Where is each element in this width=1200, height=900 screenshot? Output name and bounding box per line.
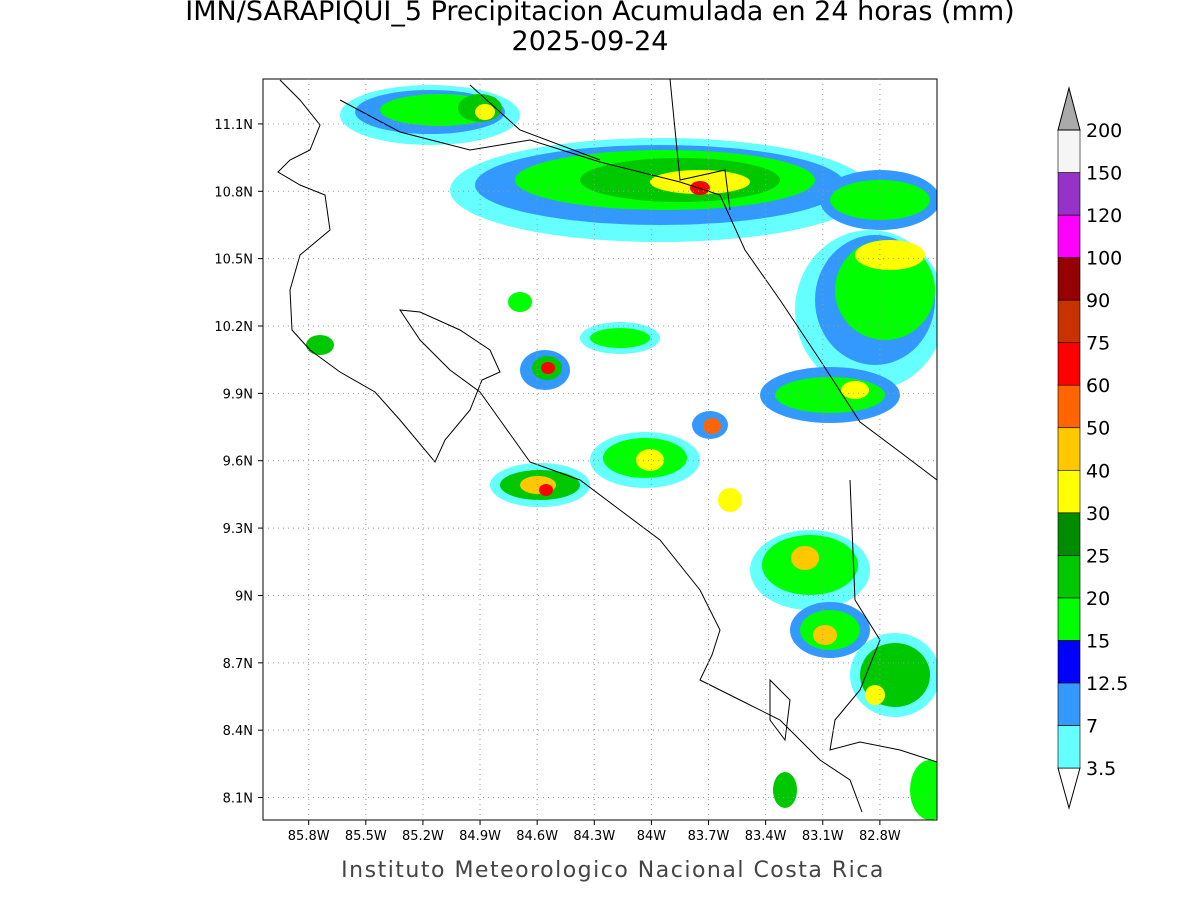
colorbar-label: 75 (1086, 333, 1110, 355)
y-tick-label: 11.1N (214, 118, 253, 133)
colorbar-label: 40 (1086, 460, 1110, 482)
x-tick-label: 85.5W (345, 829, 387, 844)
precip-contour (910, 760, 937, 820)
coast-line (829, 479, 937, 763)
precip-contour (475, 104, 495, 120)
coast-line (339, 99, 937, 481)
colorbar-segment (1057, 555, 1081, 599)
colorbar-label: 20 (1086, 588, 1110, 610)
precip-contour (539, 484, 553, 496)
colorbar-label: 150 (1086, 163, 1122, 185)
colorbar-label: 3.5 (1086, 758, 1116, 780)
colorbar-segment (1057, 257, 1081, 301)
coast-line (769, 678, 791, 742)
x-tick-label: 85.8W (288, 829, 330, 844)
y-tick-label: 8.1N (223, 792, 253, 807)
colorbar-segment (1057, 597, 1081, 641)
precip-contour (306, 335, 334, 355)
coastline (277, 79, 937, 813)
colorbar-label: 15 (1086, 630, 1110, 652)
y-tick-label: 9N (235, 589, 253, 604)
colorbar-label: 200 (1086, 120, 1122, 142)
colorbar-segment (1057, 682, 1081, 726)
title: IMN/SARAPIQUI_5 Precipitacion Acumulada … (185, 0, 1014, 27)
precip-contour (865, 685, 885, 705)
colorbar-segment (1057, 299, 1081, 343)
x-tick-label: 83.4W (745, 829, 787, 844)
precip-contour (813, 625, 837, 645)
colorbar-segment (1057, 427, 1081, 471)
precip-contour (541, 362, 555, 374)
x-tick-label: 84.3W (573, 829, 615, 844)
colorbar-label: 90 (1086, 290, 1110, 312)
colorbar-label: 50 (1086, 418, 1110, 440)
x-tick-label: 85.2W (402, 829, 444, 844)
colorbar-under (1057, 767, 1081, 810)
x-tick-label: 83.1W (802, 829, 844, 844)
footer: Instituto Meteorologico Nacional Costa R… (341, 858, 885, 883)
x-tick-label: 82.8W (859, 829, 901, 844)
precip-contour (636, 449, 664, 471)
colorbar-label: 120 (1086, 205, 1122, 227)
y-tick-label: 10.8N (214, 185, 253, 200)
coast-line (469, 84, 601, 161)
y-tick-label: 9.6N (223, 455, 253, 470)
y-tick-label: 9.9N (223, 387, 253, 402)
colorbar-segment (1057, 172, 1081, 216)
y-tick-label: 10.5N (214, 253, 253, 268)
precip-contour (855, 240, 925, 270)
precip-contour (841, 381, 869, 399)
colorbar-label: 12.5 (1086, 673, 1128, 695)
y-tick-label: 8.7N (223, 657, 253, 672)
precip-contour (791, 546, 819, 570)
precip-contour (773, 772, 797, 808)
colorbar-label: 7 (1086, 715, 1098, 737)
colorbar-segment (1057, 129, 1081, 173)
map-frame (262, 78, 938, 821)
colorbar-segment (1057, 469, 1081, 514)
colorbar-segment (1057, 725, 1081, 769)
colorbar-over (1057, 86, 1081, 131)
colorbar-segment (1057, 512, 1081, 556)
y-tick-label: 9.3N (223, 522, 253, 537)
precip-contour (775, 377, 885, 413)
colorbar-label: 60 (1086, 375, 1110, 397)
colorbar-segment (1057, 342, 1081, 386)
y-tick-label: 8.4N (223, 724, 253, 739)
precip-contour (718, 488, 742, 512)
colorbar-segment (1057, 214, 1081, 258)
x-tick-label: 84W (637, 829, 667, 844)
precip-contour (508, 292, 532, 312)
x-tick-label: 84.6W (516, 829, 558, 844)
precip-contour (703, 418, 721, 434)
precipitation-field (306, 85, 937, 820)
y-tick-label: 10.2N (214, 320, 253, 335)
precip-contour (590, 328, 650, 348)
coast-line (277, 79, 863, 813)
colorbar-segment (1057, 384, 1081, 429)
x-tick-label: 84.9W (459, 829, 501, 844)
colorbar-label: 30 (1086, 503, 1110, 525)
coast-line (669, 79, 731, 211)
colorbar-label: 100 (1086, 248, 1122, 270)
colorbar-segment (1057, 640, 1081, 684)
subtitle: 2025-09-24 (512, 26, 669, 57)
x-tick-label: 83.7W (688, 829, 730, 844)
colorbar-label: 25 (1086, 545, 1110, 567)
